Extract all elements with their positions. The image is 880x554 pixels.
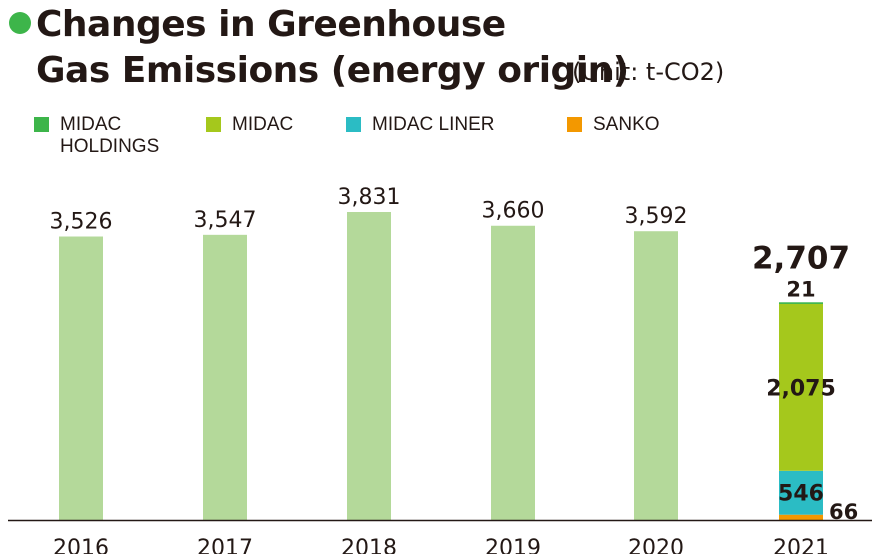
legend-swatch-midac-holdings — [34, 117, 49, 132]
bar-2018 — [347, 212, 391, 520]
bar-label-2016: 3,526 — [50, 210, 113, 235]
chart-title-line-1: Changes in Greenhouse — [36, 4, 506, 45]
legend-label-midac-liner: MIDAC LINER — [372, 114, 495, 135]
x-tick-label-2021: 2021 — [773, 536, 829, 554]
bar-2021-midac — [779, 303, 823, 471]
legend-label-midac-holdings: MIDAC HOLDINGS — [60, 114, 160, 157]
legend-swatch-midac — [206, 117, 221, 132]
legend-label-sanko: SANKO — [593, 114, 660, 135]
chart-unit: (Unit: t-CO2) — [572, 58, 725, 86]
x-tick-label-2019: 2019 — [485, 536, 541, 554]
legend-item-midac-holdings: MIDAC HOLDINGS — [34, 114, 200, 158]
chart-title-line-2: Gas Emissions (energy origin) — [36, 50, 629, 91]
chart-title: Changes in Greenhouse Gas Emissions (ene… — [36, 2, 629, 94]
bar-label-2021-midac: 2,075 — [766, 376, 836, 401]
legend-item-sanko: SANKO — [567, 114, 733, 136]
bar-2021-sanko — [779, 514, 823, 520]
x-tick-label-2020: 2020 — [628, 536, 684, 554]
legend-swatch-sanko — [567, 117, 582, 132]
x-tick-label-2018: 2018 — [341, 536, 397, 554]
bar-2021-midac-holdings — [779, 302, 823, 304]
bar-label-2021-midac-holdings: 21 — [786, 277, 815, 301]
x-tick-label-2017: 2017 — [197, 536, 253, 554]
bar-label-2020: 3,592 — [625, 204, 688, 229]
bar-2020 — [634, 231, 678, 520]
bar-2017 — [203, 234, 247, 520]
legend-label-midac: MIDAC — [232, 114, 294, 135]
bar-2021-midac-liner — [779, 470, 823, 515]
bar-label-2017: 3,547 — [194, 208, 257, 233]
x-tick-label-2016: 2016 — [53, 536, 109, 554]
bar-label-2021-midac-liner: 546 — [778, 482, 824, 507]
bar-2019 — [491, 225, 535, 520]
legend-item-midac: MIDAC — [206, 114, 372, 136]
bar-2016 — [59, 236, 103, 521]
bar-label-2019: 3,660 — [482, 199, 545, 224]
bar-label-2018: 3,831 — [338, 185, 401, 210]
legend-item-midac-liner: MIDAC LINER — [346, 114, 542, 136]
bar-total-label-2021: 2,707 — [752, 240, 850, 276]
legend-swatch-midac-liner — [346, 117, 361, 132]
title-bullet-icon — [9, 12, 31, 34]
